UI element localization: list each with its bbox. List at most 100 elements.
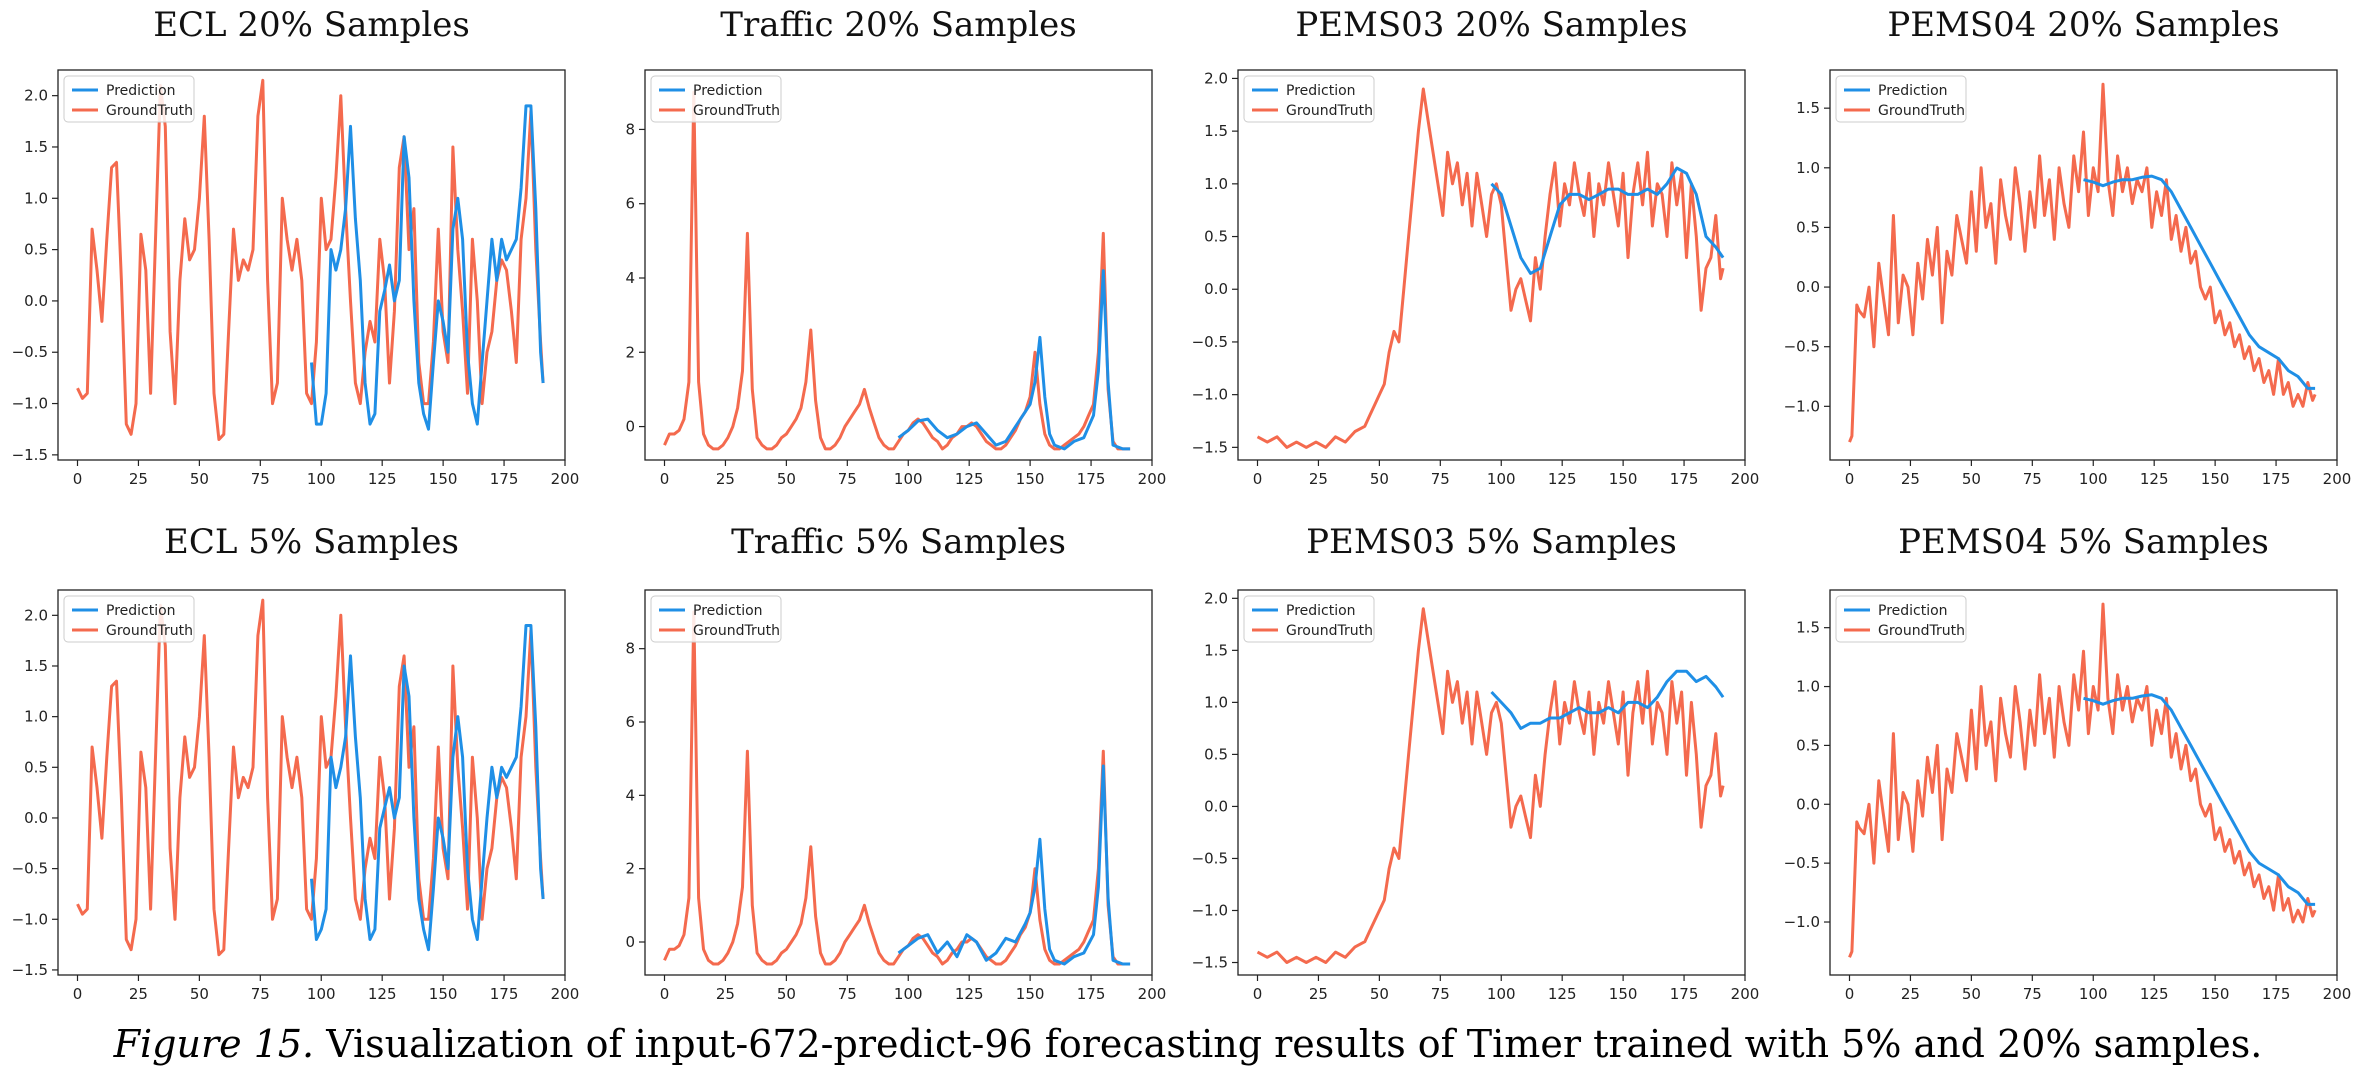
x-tick-label: 0 <box>73 985 83 1003</box>
x-tick-label: 200 <box>1731 470 1760 488</box>
x-tick-label: 125 <box>1548 470 1577 488</box>
prediction-line <box>2083 693 2316 906</box>
legend-label: Prediction <box>106 83 176 99</box>
panel-title: PEMS04 5% Samples <box>1898 522 2269 562</box>
x-tick-label: 75 <box>251 985 270 1003</box>
groundtruth-line <box>1256 607 1725 964</box>
x-tick-label: 50 <box>1370 470 1389 488</box>
panel-title: Traffic 20% Samples <box>720 5 1076 45</box>
y-tick-label: 1.0 <box>1796 159 1820 177</box>
x-tick-label: 75 <box>2023 470 2042 488</box>
panel-title: PEMS03 20% Samples <box>1295 5 1687 45</box>
x-tick-label: 0 <box>1253 985 1263 1003</box>
figure-caption: Figure 15. Visualization of input-672-pr… <box>0 1022 2376 1066</box>
y-tick-label: 1.5 <box>1204 122 1228 140</box>
panel-6: Traffic 5% Samples 0 25 50 75 100 125 150 175 200… <box>625 522 1166 1003</box>
x-tick-label: 25 <box>129 470 148 488</box>
legend-label: GroundTruth <box>693 103 780 119</box>
y-tick-label: −0.5 <box>12 343 48 361</box>
y-tick-label: 2.0 <box>1204 589 1228 607</box>
x-tick-label: 100 <box>307 470 336 488</box>
legend-label: Prediction <box>693 83 763 99</box>
x-tick-label: 125 <box>955 985 984 1003</box>
y-tick-label: 2.0 <box>1204 69 1228 87</box>
y-tick-label: 2.0 <box>24 606 48 624</box>
y-tick-label: 0.0 <box>1796 278 1820 296</box>
x-tick-label: 100 <box>894 985 923 1003</box>
y-tick-label: −0.5 <box>1192 333 1228 351</box>
x-tick-label: 175 <box>490 470 519 488</box>
x-tick-label: 175 <box>1077 985 1106 1003</box>
y-tick-label: 1.5 <box>1796 99 1820 117</box>
y-tick-label: 0.5 <box>1796 736 1820 754</box>
legend-label: Prediction <box>1286 603 1356 619</box>
y-tick-label: 6 <box>625 713 635 731</box>
y-tick-label: −0.5 <box>1784 854 1820 872</box>
axes-frame <box>1237 589 1746 976</box>
axes-frame <box>644 69 1153 461</box>
legend-label: Prediction <box>1878 83 1948 99</box>
x-tick-label: 150 <box>1016 985 1045 1003</box>
prediction-line <box>2083 174 2316 390</box>
groundtruth-line <box>663 90 1131 451</box>
x-tick-label: 200 <box>2323 985 2352 1003</box>
panel-4: PEMS04 20% Samples 0 25 50 75 100 125 150 175 200… <box>1784 5 2352 488</box>
x-tick-label: 175 <box>1670 470 1699 488</box>
axes-frame <box>644 589 1153 976</box>
groundtruth-line <box>663 610 1131 966</box>
x-tick-label: 75 <box>1431 470 1450 488</box>
x-tick-label: 50 <box>1370 985 1389 1003</box>
x-tick-label: 125 <box>368 985 397 1003</box>
prediction-line <box>897 764 1131 966</box>
legend-label: GroundTruth <box>693 623 780 639</box>
axes-frame <box>1829 589 2338 976</box>
panel-title: Traffic 5% Samples <box>731 522 1066 562</box>
prediction-line <box>897 269 1131 451</box>
panel-8: PEMS04 5% Samples 0 25 50 75 100 125 150 175 200 −… <box>1784 522 2352 1003</box>
x-tick-label: 25 <box>1309 470 1328 488</box>
x-tick-label: 50 <box>777 470 796 488</box>
axes-frame <box>57 589 566 976</box>
x-tick-label: 100 <box>1487 985 1516 1003</box>
x-tick-label: 200 <box>1138 985 1167 1003</box>
x-tick-label: 25 <box>716 985 735 1003</box>
x-tick-label: 100 <box>1487 470 1516 488</box>
y-tick-label: −1.0 <box>1192 901 1228 919</box>
prediction-line <box>310 104 545 431</box>
x-tick-label: 150 <box>1609 470 1638 488</box>
y-tick-label: 1.0 <box>1796 678 1820 696</box>
x-tick-label: 75 <box>251 470 270 488</box>
x-tick-label: 50 <box>190 470 209 488</box>
y-tick-label: 1.5 <box>1796 619 1820 637</box>
legend-label: GroundTruth <box>1878 103 1965 119</box>
legend-label: Prediction <box>693 603 763 619</box>
x-tick-label: 150 <box>2201 985 2230 1003</box>
y-tick-label: 6 <box>625 195 635 213</box>
x-tick-label: 200 <box>1731 985 1760 1003</box>
groundtruth-line <box>1848 82 2317 443</box>
x-tick-label: 175 <box>490 985 519 1003</box>
x-tick-label: 200 <box>551 470 580 488</box>
axes-frame <box>1237 69 1746 461</box>
x-tick-label: 50 <box>1962 985 1981 1003</box>
x-tick-label: 0 <box>660 985 670 1003</box>
x-tick-label: 150 <box>1016 470 1045 488</box>
y-tick-label: 1.5 <box>1204 641 1228 659</box>
x-tick-label: 125 <box>2140 470 2169 488</box>
x-tick-label: 0 <box>1845 985 1855 1003</box>
y-tick-label: −1.5 <box>12 961 48 979</box>
x-tick-label: 175 <box>2262 985 2291 1003</box>
x-tick-label: 125 <box>368 470 397 488</box>
x-tick-label: 25 <box>1309 985 1328 1003</box>
y-tick-label: −1.5 <box>1192 438 1228 456</box>
y-tick-label: −1.0 <box>1784 913 1820 931</box>
x-tick-label: 25 <box>716 470 735 488</box>
y-tick-label: −1.0 <box>12 395 48 413</box>
x-tick-label: 175 <box>1670 985 1699 1003</box>
y-tick-label: −1.0 <box>1192 386 1228 404</box>
x-tick-label: 150 <box>429 985 458 1003</box>
x-tick-label: 125 <box>1548 985 1577 1003</box>
x-tick-label: 75 <box>1431 985 1450 1003</box>
